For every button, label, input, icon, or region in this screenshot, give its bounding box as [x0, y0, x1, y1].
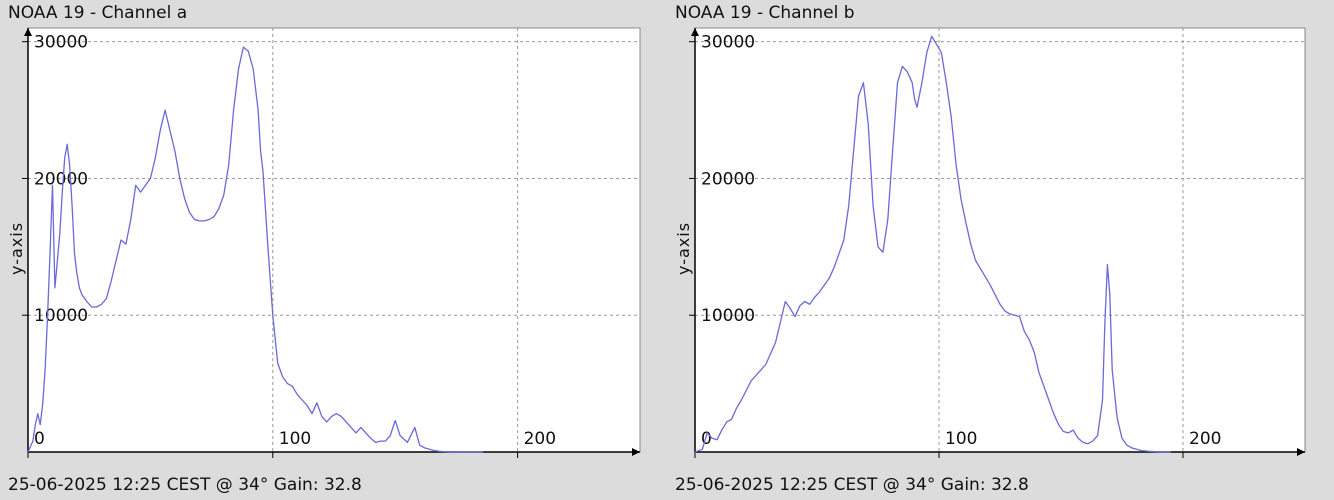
y-tick-label: 20000: [34, 169, 88, 189]
y-axis-label: y-axis: [7, 222, 26, 275]
x-tick-label: 100: [945, 429, 977, 449]
y-tick-label: 30000: [34, 33, 88, 53]
x-axis-arrow: [632, 448, 640, 456]
plot-area: [694, 27, 1306, 453]
chart-canvas-channel-b: 0 100 200 10000 20000 30000 y-axis: [674, 27, 1306, 458]
y-axis-label: y-axis: [674, 222, 693, 275]
x-tick-label: 0: [34, 429, 45, 449]
x-tick-label: 200: [524, 429, 556, 449]
x-tick-label: 0: [701, 429, 712, 449]
y-tick-label: 10000: [701, 306, 755, 326]
chart-canvas-channel-a: 0 100 200 10000 20000 30000 y-axis: [7, 27, 641, 458]
chart-panel-channel-b: NOAA 19 - Channel b 0 100 200 10000 20000 300…: [667, 0, 1334, 500]
series-line: [694, 35, 1171, 453]
y-axis-arrow: [691, 28, 699, 36]
y-tick-label: 20000: [701, 169, 755, 189]
chart-title: NOAA 19 - Channel a: [8, 3, 188, 23]
y-tick-label: 30000: [701, 33, 755, 53]
y-axis-arrow: [24, 28, 32, 36]
y-tick-label: 10000: [34, 306, 88, 326]
x-tick-label: 100: [279, 429, 311, 449]
chart-footer-timestamp: 25-06-2025 12:25 CEST @ 34° Gain: 32.8: [675, 475, 1029, 495]
series-line: [27, 46, 484, 453]
x-tick-label: 200: [1189, 429, 1221, 449]
chart-panel-channel-a: NOAA 19 - Channel a 0 100 200 10000 20000 300…: [7, 3, 641, 495]
chart-footer-timestamp: 25-06-2025 12:25 CEST @ 34° Gain: 32.8: [8, 475, 362, 495]
chart-title: NOAA 19 - Channel b: [675, 3, 855, 23]
x-axis-arrow: [1297, 448, 1305, 456]
plot-area: [27, 27, 641, 453]
